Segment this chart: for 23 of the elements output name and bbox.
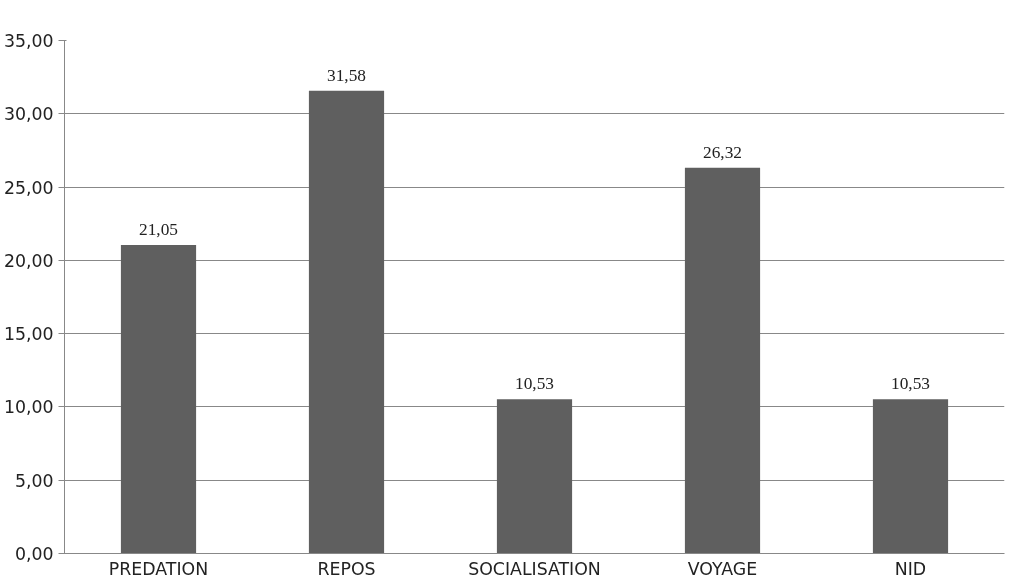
- bar: [872, 399, 949, 554]
- y-tick-label: 0,00: [14, 544, 54, 564]
- y-tick-label: 30,00: [3, 104, 54, 125]
- y-tick-label: 10,00: [3, 397, 54, 418]
- data-label: 31,58: [327, 65, 367, 85]
- x-tick-label: SOCIALISATION: [468, 558, 601, 579]
- x-tick-label: REPOS: [317, 558, 376, 579]
- bar: [496, 399, 573, 554]
- data-label: 10,53: [515, 374, 555, 394]
- bar: [684, 167, 761, 554]
- y-tick-label: 5,00: [14, 470, 54, 491]
- x-tick-label: PREDATION: [108, 558, 209, 579]
- y-tick-label: 25,00: [3, 177, 54, 198]
- bar: [308, 90, 385, 554]
- bar: [120, 244, 197, 554]
- x-tick-label: VOYAGE: [687, 558, 758, 579]
- y-tick-label: 15,00: [3, 324, 54, 345]
- y-tick-label: 35,00: [3, 31, 54, 51]
- x-tick-label: NID: [894, 558, 927, 579]
- data-label: 21,05: [139, 219, 179, 239]
- y-tick-label: 20,00: [3, 250, 54, 271]
- data-label: 10,53: [891, 374, 931, 394]
- data-label: 26,32: [703, 142, 743, 162]
